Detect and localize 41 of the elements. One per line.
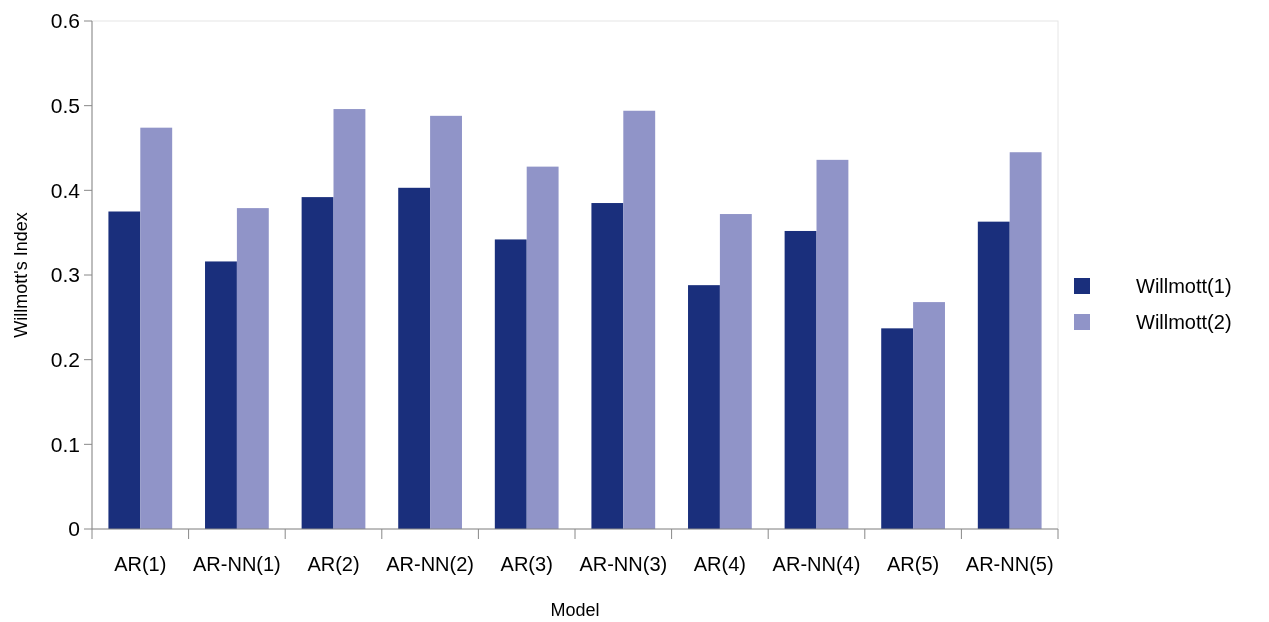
bar (430, 115, 462, 529)
bar (140, 127, 173, 529)
bar (205, 261, 237, 529)
bar (301, 197, 334, 529)
x-tick-label: AR-NN(5) (965, 553, 1054, 575)
bar (333, 109, 366, 529)
x-axis-title: Model (550, 600, 600, 620)
bar (526, 166, 559, 529)
x-tick-label: AR(2) (307, 553, 360, 575)
y-tick-label: 0.5 (50, 94, 80, 118)
y-axis-title: Willmott's Index (11, 212, 31, 338)
bar (494, 239, 527, 529)
y-tick-label: 0.6 (50, 9, 80, 33)
legend-label: Willmott(2) (1136, 311, 1232, 333)
y-tick-label: 0.2 (50, 348, 80, 372)
x-tick-label: AR-NN(1) (193, 553, 281, 575)
bar (591, 203, 624, 529)
x-tick-label: AR(5) (886, 553, 940, 575)
x-tick-label: AR-NN(3) (579, 553, 668, 575)
bar (108, 211, 141, 529)
y-tick-label: 0 (68, 517, 80, 541)
bar (913, 302, 945, 529)
legend-label: Willmott(1) (1136, 275, 1232, 297)
bar (977, 221, 1010, 529)
bar (719, 214, 752, 529)
bar (816, 159, 849, 529)
x-tick-label: AR-NN(4) (772, 553, 861, 575)
bar (236, 208, 269, 529)
y-tick-label: 0.4 (50, 178, 81, 202)
bar (398, 187, 431, 529)
bar (688, 285, 720, 529)
x-tick-label: AR(4) (693, 553, 747, 575)
x-tick-label: AR(1) (114, 553, 167, 575)
x-tick-label: AR-NN(2) (386, 553, 474, 575)
x-tick-label: AR(3) (500, 553, 553, 575)
y-tick-label: 0.1 (50, 432, 80, 456)
bar (1009, 152, 1042, 529)
bar (623, 110, 656, 529)
bar (881, 328, 914, 529)
bar (784, 230, 817, 529)
y-tick-label: 0.3 (50, 263, 80, 287)
